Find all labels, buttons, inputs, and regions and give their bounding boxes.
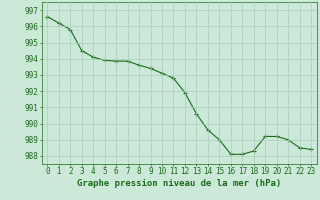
X-axis label: Graphe pression niveau de la mer (hPa): Graphe pression niveau de la mer (hPa): [77, 179, 281, 188]
